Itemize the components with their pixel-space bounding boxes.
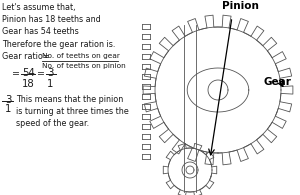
Text: =: = [12, 69, 20, 78]
Text: =: = [37, 69, 45, 78]
Text: 3: 3 [47, 68, 53, 78]
Text: This means that the pinion
is turning at three times the
speed of the gear.: This means that the pinion is turning at… [16, 95, 129, 128]
Text: Gear: Gear [264, 77, 292, 87]
Text: 18: 18 [22, 79, 35, 89]
Text: Gear ratio=: Gear ratio= [2, 52, 50, 61]
Text: 1: 1 [5, 104, 11, 114]
Text: 1: 1 [47, 79, 53, 89]
Text: Pinion: Pinion [222, 1, 259, 11]
Text: No. of teeths on pinion: No. of teeths on pinion [42, 63, 126, 69]
Text: Therefore the gear ration is.: Therefore the gear ration is. [2, 40, 116, 49]
Text: 3: 3 [5, 95, 11, 105]
Text: Let's assume that,
Pinion has 18 teeths and
Gear has 54 teeths: Let's assume that, Pinion has 18 teeths … [2, 3, 101, 36]
Text: No. of teeths on gear: No. of teeths on gear [42, 53, 120, 59]
Text: 54: 54 [22, 68, 35, 78]
